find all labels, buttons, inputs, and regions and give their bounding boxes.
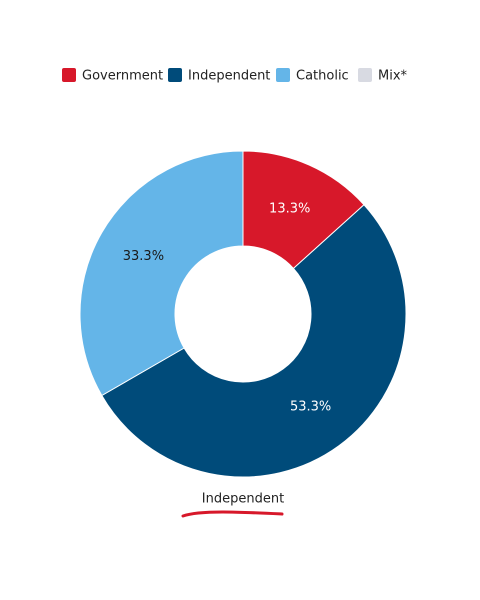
- donut: 13.3% 53.3% 33.3%: [79, 150, 407, 478]
- value-label: 13.3%: [269, 201, 310, 216]
- annotation-underline: [181, 510, 284, 518]
- legend-swatch: [62, 68, 76, 82]
- annotation: Independent: [202, 492, 284, 507]
- legend-label: Government: [82, 69, 163, 84]
- value-label: 53.3%: [290, 399, 331, 414]
- legend-label: Independent: [188, 69, 270, 84]
- value-label: 33.3%: [123, 249, 164, 264]
- legend-swatch: [168, 68, 182, 82]
- legend-swatch: [276, 68, 290, 82]
- slice: [79, 150, 244, 397]
- legend: Government Independent Catholic Mix*: [62, 68, 408, 84]
- legend-label: Catholic: [296, 69, 349, 84]
- legend-swatch: [358, 68, 372, 82]
- slice: [101, 204, 407, 478]
- legend-label: Mix*: [378, 69, 408, 84]
